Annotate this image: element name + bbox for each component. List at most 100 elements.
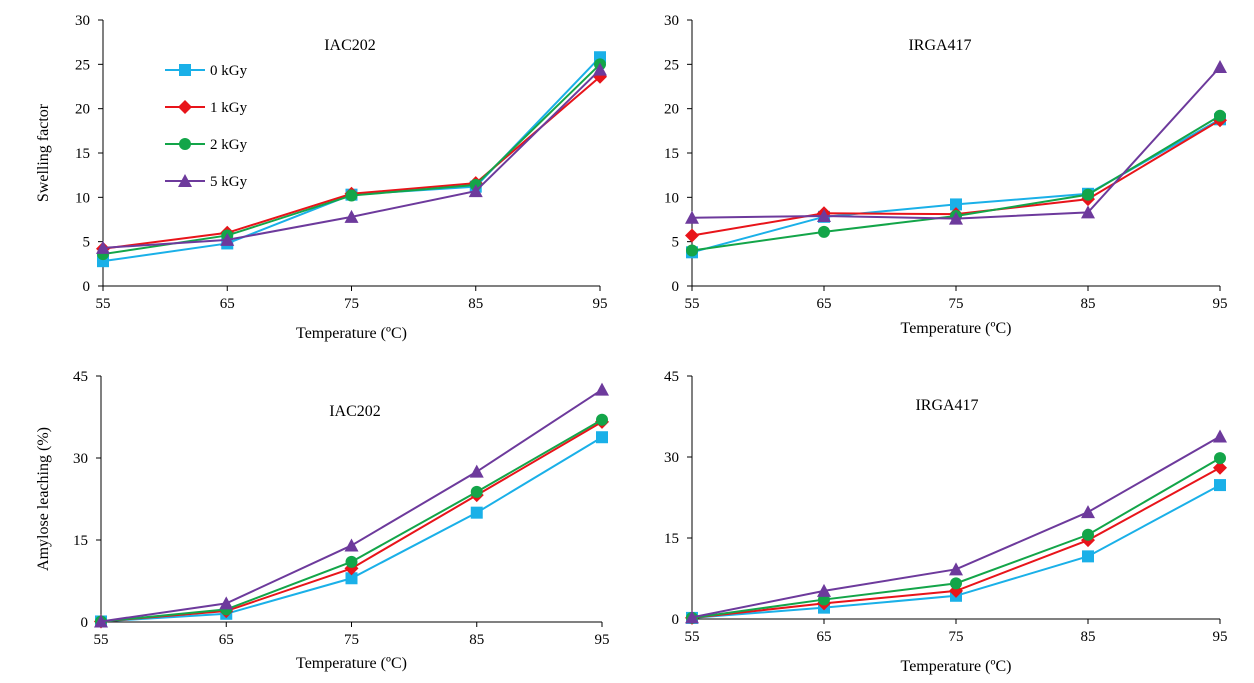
x-tick-label: 85 <box>468 296 483 312</box>
legend-entry: 1 kGy <box>165 100 248 116</box>
y-tick-label: 10 <box>664 190 679 206</box>
panel-title: IRGA417 <box>915 397 978 414</box>
data-point <box>685 210 699 224</box>
data-point <box>470 506 483 519</box>
data-point <box>94 614 108 628</box>
data-point <box>345 555 358 568</box>
series-5-kgy <box>685 429 1227 624</box>
x-tick-label: 75 <box>949 629 964 645</box>
y-tick-label: 30 <box>73 451 88 467</box>
x-tick-label: 55 <box>94 632 109 648</box>
series-line <box>691 118 1221 254</box>
series-5-kgy <box>96 62 607 254</box>
y-axis-title: Swelling factor <box>35 103 52 202</box>
data-point <box>818 225 830 238</box>
data-point <box>1213 460 1227 475</box>
series-line <box>100 388 603 623</box>
y-tick-label: 30 <box>75 13 90 29</box>
data-point <box>1214 479 1226 492</box>
data-point <box>950 577 962 590</box>
legend-entry: 2 kGy <box>165 137 248 153</box>
data-point <box>344 209 359 223</box>
y-tick-label: 5 <box>672 235 680 251</box>
panel-title: IAC202 <box>329 403 381 420</box>
legend: 0 kGy 1 kGy 2 kGy 5 kGy <box>165 63 248 190</box>
data-point <box>345 572 358 585</box>
data-point <box>593 62 607 76</box>
data-point <box>685 228 699 243</box>
data-point <box>1214 109 1226 122</box>
data-point <box>1082 188 1094 201</box>
x-axis-title: Temperature (ºC) <box>296 655 407 672</box>
data-point <box>96 240 110 254</box>
series-1-kgy <box>96 69 607 256</box>
x-tick-label: 65 <box>220 296 235 312</box>
legend-marker <box>178 174 192 187</box>
x-axis-title: Temperature (ºC) <box>901 320 1012 337</box>
y-tick-label: 20 <box>75 102 90 118</box>
data-point <box>685 610 699 624</box>
x-tick-label: 85 <box>469 632 484 648</box>
y-tick-label: 15 <box>73 533 88 549</box>
data-point <box>950 198 962 211</box>
y-tick-label: 5 <box>83 235 91 251</box>
data-point <box>469 464 484 478</box>
x-tick-label: 95 <box>593 296 608 312</box>
legend-label: 2 kGy <box>210 137 248 153</box>
chart-panel-3: 0 15 30 45 55 65 75 85 95 IAC202 Temperature (ºC) A… <box>35 369 610 672</box>
data-point <box>1082 550 1094 563</box>
series-2-kgy <box>95 413 608 628</box>
data-point <box>468 184 483 198</box>
x-tick-label: 55 <box>685 629 700 645</box>
data-point <box>1213 429 1227 443</box>
series-line <box>100 421 603 623</box>
data-point <box>220 232 235 246</box>
x-tick-label: 95 <box>1213 629 1228 645</box>
y-tick-label: 25 <box>75 57 90 73</box>
x-tick-label: 55 <box>685 296 700 312</box>
y-tick-label: 45 <box>73 369 88 385</box>
x-tick-label: 95 <box>1213 296 1228 312</box>
y-tick-label: 10 <box>75 190 90 206</box>
data-point <box>1213 59 1227 73</box>
series-0-kgy <box>686 113 1226 259</box>
series-line <box>100 418 603 623</box>
legend-entry: 5 kGy <box>165 174 248 190</box>
x-tick-label: 75 <box>344 296 359 312</box>
series-line <box>102 56 601 263</box>
legend-marker <box>178 100 192 114</box>
data-point <box>344 538 359 552</box>
y-tick-label: 0 <box>672 612 680 628</box>
y-tick-label: 0 <box>672 279 680 295</box>
series-2-kgy <box>97 58 606 261</box>
y-tick-label: 25 <box>664 57 679 73</box>
x-tick-label: 65 <box>219 632 234 648</box>
series-2-kgy <box>686 109 1226 257</box>
data-point <box>1082 528 1094 541</box>
series-line <box>102 75 601 250</box>
y-tick-label: 0 <box>83 279 91 295</box>
data-point <box>219 596 234 610</box>
data-point <box>949 562 963 576</box>
data-point <box>817 583 831 597</box>
series-5-kgy <box>94 382 609 628</box>
y-tick-label: 15 <box>75 146 90 162</box>
y-tick-label: 30 <box>664 13 679 29</box>
series-0-kgy <box>97 51 606 268</box>
y-tick-label: 15 <box>664 531 679 547</box>
data-point <box>1214 452 1226 465</box>
data-point <box>345 189 358 202</box>
data-point <box>470 485 483 498</box>
data-point <box>949 211 963 225</box>
legend-label: 5 kGy <box>210 174 248 190</box>
panel-title: IAC202 <box>324 37 376 54</box>
x-tick-label: 65 <box>817 296 832 312</box>
chart-panel-2: 0 5 10 15 20 25 30 55 65 75 85 95 IRGA417 Temperature… <box>664 13 1228 337</box>
series-line <box>102 63 601 256</box>
x-tick-label: 65 <box>817 629 832 645</box>
legend-label: 0 kGy <box>210 63 248 79</box>
data-point <box>595 382 609 396</box>
chart-panel-1: 0 5 10 15 20 25 30 55 65 75 85 95 IAC202 Temperature … <box>35 13 608 342</box>
data-point <box>817 208 831 222</box>
panel-title: IRGA417 <box>908 37 971 54</box>
